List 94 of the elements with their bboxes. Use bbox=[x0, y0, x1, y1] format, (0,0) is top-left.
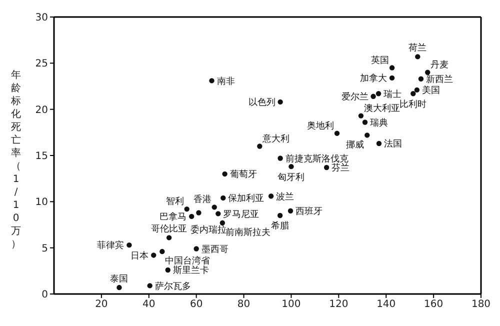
point bbox=[370, 94, 376, 100]
annotation: 新西兰 bbox=[426, 74, 453, 86]
annotation: 以色列 bbox=[248, 97, 276, 108]
point bbox=[216, 211, 221, 216]
point bbox=[362, 120, 368, 125]
annotation: 美国 bbox=[422, 85, 440, 96]
annotation: 哥伦比亚 bbox=[151, 224, 188, 235]
y-tick-label: 25 bbox=[35, 58, 48, 70]
point bbox=[194, 246, 199, 252]
annotation: 波兰 bbox=[276, 191, 294, 202]
point bbox=[358, 113, 364, 118]
x-tick-label: 160 bbox=[424, 299, 444, 310]
point bbox=[334, 130, 340, 136]
annotation: 荷兰 bbox=[408, 42, 427, 54]
point bbox=[268, 194, 274, 199]
point bbox=[324, 164, 330, 170]
point bbox=[410, 91, 416, 96]
annotation: 丹麦 bbox=[430, 59, 449, 70]
annotation: 爱尔兰 bbox=[341, 92, 368, 103]
point bbox=[126, 242, 132, 248]
annotation: 瑞典 bbox=[370, 117, 388, 128]
x-tick-label: 80 bbox=[237, 299, 250, 310]
annotation: 罗马尼亚 bbox=[223, 208, 260, 220]
point bbox=[418, 76, 424, 82]
point bbox=[116, 284, 122, 290]
point bbox=[147, 283, 152, 288]
point bbox=[165, 267, 170, 273]
text: 年龄标化死亡率（1/10万） bbox=[11, 70, 21, 250]
annotation: 菲律宾 bbox=[97, 240, 124, 252]
point bbox=[364, 132, 370, 138]
x-tick-label: 60 bbox=[190, 299, 203, 310]
x-tick-label: 180 bbox=[471, 299, 491, 310]
annotation: 法国 bbox=[384, 138, 402, 150]
point bbox=[376, 91, 382, 96]
annotation: 葡萄牙 bbox=[230, 169, 257, 180]
annotation: 泰国 bbox=[110, 274, 128, 285]
annotation: 澳大利亚 bbox=[364, 102, 400, 114]
point bbox=[196, 210, 202, 216]
x-tick-label: 140 bbox=[376, 299, 396, 310]
point bbox=[414, 87, 420, 93]
annotation: 前南斯拉夫 bbox=[225, 227, 270, 238]
y-tick-label: 5 bbox=[42, 243, 48, 254]
annotation: 比利时 bbox=[400, 98, 427, 110]
annotation: 芬兰 bbox=[332, 162, 350, 174]
point bbox=[184, 206, 190, 212]
x-tick-label: 100 bbox=[282, 299, 301, 310]
point bbox=[277, 212, 283, 218]
point bbox=[288, 208, 294, 214]
point bbox=[278, 99, 283, 105]
x-tick-label: 120 bbox=[329, 299, 348, 310]
point bbox=[278, 156, 283, 161]
annotation: 萨尔瓦多 bbox=[154, 280, 191, 292]
annotation: 西班牙 bbox=[296, 206, 323, 218]
point bbox=[425, 70, 430, 75]
annotation: 奥地利 bbox=[307, 120, 334, 132]
annotation: 保加利亚 bbox=[228, 193, 264, 204]
annotation: 希腊 bbox=[271, 220, 290, 232]
annotation: 巴拿马 bbox=[160, 212, 187, 223]
point bbox=[376, 140, 382, 146]
annotation: 中国台湾省 bbox=[165, 256, 210, 267]
point bbox=[389, 65, 395, 70]
annotation: 瑞士 bbox=[384, 88, 402, 100]
point bbox=[209, 78, 214, 84]
point bbox=[160, 248, 165, 254]
annotation: 香港 bbox=[193, 194, 212, 206]
point bbox=[151, 252, 156, 258]
point bbox=[288, 164, 294, 170]
annotation: 委内瑞拉 bbox=[190, 224, 227, 236]
x-tick-label: 20 bbox=[95, 299, 108, 310]
y-tick-label: 0 bbox=[42, 290, 48, 301]
annotation: 意大利 bbox=[262, 133, 290, 144]
annotation: 挪威 bbox=[346, 139, 364, 150]
annotation: 墨西哥 bbox=[201, 244, 228, 255]
annotation: 日本 bbox=[130, 250, 149, 262]
annotation: 斯里兰卡 bbox=[172, 265, 209, 276]
point bbox=[166, 235, 172, 240]
annotation: 英国 bbox=[371, 54, 390, 66]
point bbox=[257, 144, 262, 149]
y-tick-label: 30 bbox=[35, 12, 48, 24]
y-tick-label: 15 bbox=[35, 151, 48, 162]
annotation: 智利 bbox=[166, 196, 184, 208]
annotation: 匈牙利 bbox=[278, 172, 305, 183]
y-tick-label: 20 bbox=[35, 104, 48, 116]
point bbox=[212, 204, 217, 210]
annotation: 南非 bbox=[216, 76, 235, 87]
point bbox=[222, 171, 228, 177]
annotation: 前捷克斯洛伐克 bbox=[285, 153, 348, 164]
y-tick-label: 10 bbox=[35, 197, 48, 208]
annotation: 加拿大 bbox=[360, 73, 388, 84]
point bbox=[220, 195, 226, 201]
point bbox=[415, 54, 420, 60]
x-tick-label: 40 bbox=[142, 299, 156, 310]
point bbox=[188, 214, 194, 220]
point bbox=[389, 75, 395, 81]
